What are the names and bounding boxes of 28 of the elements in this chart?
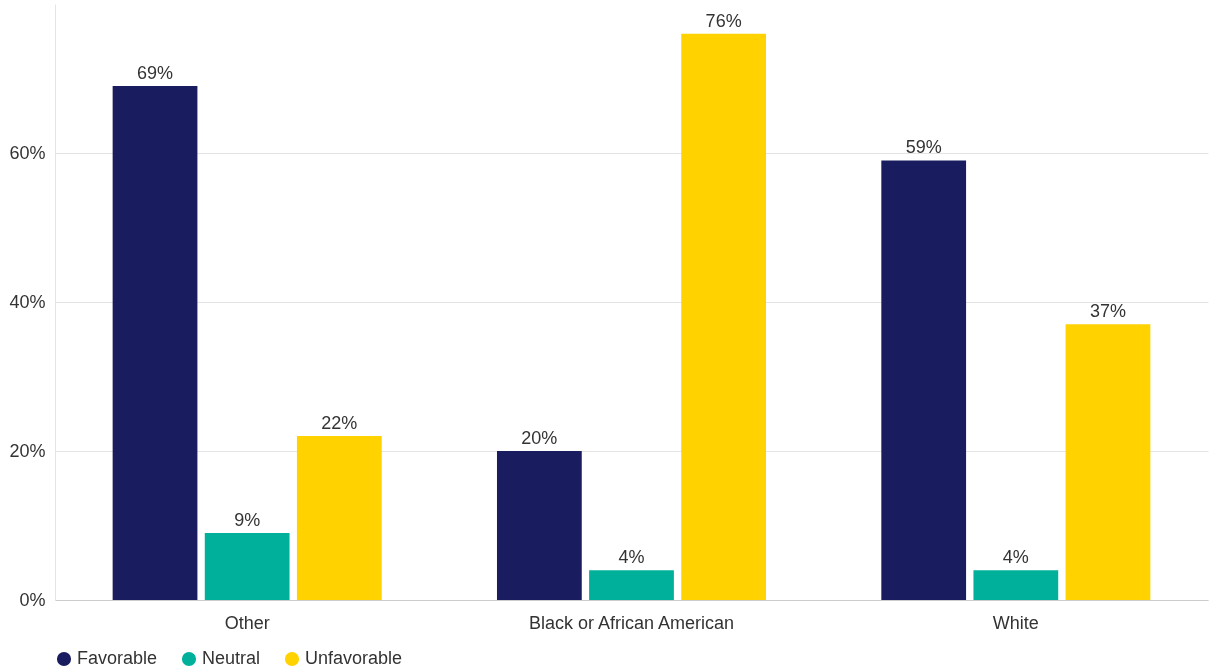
legend-label: Favorable — [77, 648, 158, 668]
data-label: 37% — [1089, 301, 1126, 322]
x-tick-label: White — [992, 612, 1039, 633]
legend-label: Neutral — [202, 648, 261, 668]
bar — [112, 85, 198, 600]
data-label: 69% — [137, 62, 174, 83]
bar — [973, 570, 1059, 600]
bar — [589, 570, 674, 600]
data-label: 20% — [521, 428, 558, 448]
x-tick-label: Other — [224, 612, 270, 633]
legend-label: Unfavorable — [305, 648, 403, 668]
x-tick-label: Black or African American — [528, 612, 735, 633]
data-label: 59% — [905, 137, 942, 158]
data-label: 9% — [234, 509, 261, 530]
bar — [204, 532, 290, 600]
bar — [881, 160, 967, 600]
y-tick-label: 0% — [19, 589, 46, 610]
bar — [496, 451, 582, 600]
y-tick-label: 20% — [9, 440, 46, 461]
bar — [681, 33, 767, 600]
y-tick-label: 60% — [9, 142, 46, 163]
data-label: 22% — [321, 413, 358, 434]
data-label: 76% — [705, 10, 742, 31]
y-tick-label: 40% — [9, 291, 46, 312]
data-label: 4% — [618, 547, 645, 568]
bar — [1065, 324, 1151, 600]
data-label: 4% — [1002, 547, 1029, 568]
bar — [296, 436, 382, 600]
